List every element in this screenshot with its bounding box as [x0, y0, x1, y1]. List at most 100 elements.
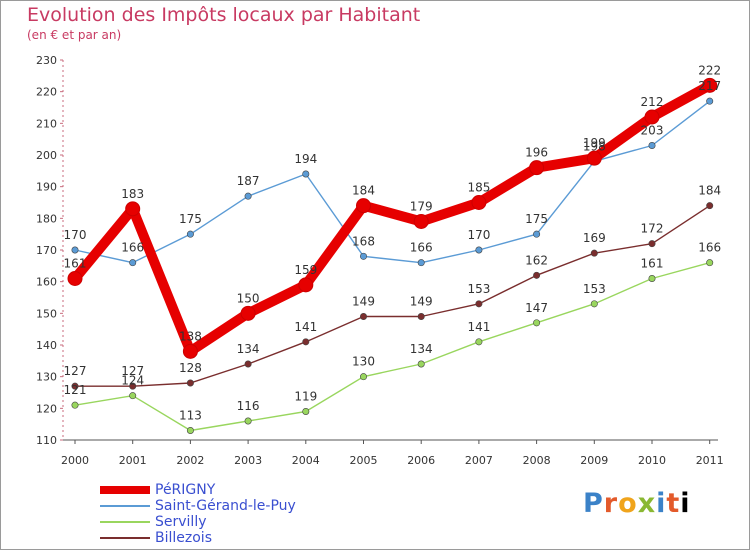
data-point	[302, 170, 310, 178]
data-point	[475, 246, 483, 254]
x-tick-label: 2009	[580, 454, 608, 467]
data-label: 166	[121, 241, 144, 255]
data-label: 170	[467, 228, 490, 242]
data-label: 141	[294, 320, 317, 334]
data-point	[644, 109, 660, 125]
data-label: 124	[121, 374, 144, 388]
legend-item-perigny: PéRIGNY	[100, 482, 296, 498]
data-point	[586, 150, 602, 166]
data-point	[186, 379, 194, 387]
data-point	[706, 259, 714, 267]
series-line-3	[74, 204, 711, 387]
legend-swatch	[100, 486, 150, 494]
data-label: 199	[583, 136, 606, 150]
data-label: 175	[525, 212, 548, 226]
data-label: 184	[698, 184, 721, 198]
legend-item-billezois: Billezois	[100, 530, 296, 546]
data-label: 138	[179, 329, 202, 343]
data-point	[590, 300, 598, 308]
data-label: 175	[179, 212, 202, 226]
data-point	[71, 382, 79, 390]
data-point	[706, 202, 714, 210]
data-point	[356, 198, 371, 214]
y-tick-label: 140	[36, 339, 57, 352]
data-point	[475, 300, 483, 308]
data-label: 185	[467, 181, 490, 195]
x-tick-label: 2005	[350, 454, 378, 467]
data-label: 147	[525, 301, 548, 315]
data-point	[298, 277, 314, 293]
y-tick-label: 150	[36, 307, 57, 320]
data-point	[182, 343, 198, 359]
data-label: 169	[583, 231, 606, 245]
data-point	[67, 271, 83, 286]
legend-swatch	[100, 505, 150, 507]
data-label: 166	[698, 241, 721, 255]
data-label: 194	[294, 152, 317, 166]
y-tick-label: 160	[36, 276, 57, 289]
data-point	[417, 312, 425, 320]
data-label: 168	[352, 234, 375, 248]
data-label: 183	[121, 187, 144, 201]
data-label: 161	[641, 257, 664, 271]
series-line-0	[70, 80, 715, 357]
y-tick-label: 220	[36, 86, 57, 99]
data-label: 170	[64, 228, 87, 242]
data-label: 134	[410, 342, 433, 356]
data-point	[129, 259, 137, 267]
data-point	[129, 382, 137, 390]
data-point	[359, 252, 367, 260]
data-point	[533, 230, 541, 238]
data-point	[529, 160, 545, 176]
y-tick-label: 210	[36, 117, 57, 130]
legend-swatch	[100, 537, 150, 539]
data-label: 127	[64, 364, 87, 378]
data-point	[186, 426, 194, 434]
data-point	[475, 338, 483, 346]
data-point	[413, 214, 429, 229]
data-point	[244, 417, 252, 425]
x-tick-label: 2000	[61, 454, 89, 467]
chart-legend: PéRIGNY Saint-Gérand-le-Puy Servilly Bil…	[100, 482, 296, 546]
data-point	[533, 271, 541, 279]
y-tick-label: 110	[36, 434, 57, 447]
data-label: 119	[294, 390, 317, 404]
data-point	[359, 373, 367, 381]
data-label: 196	[525, 146, 548, 160]
data-label: 184	[352, 184, 375, 198]
data-label: 187	[237, 174, 260, 188]
chart-subtitle: (en € et par an)	[27, 28, 122, 42]
y-tick-label: 200	[36, 149, 57, 162]
data-point	[648, 274, 656, 282]
data-point	[417, 259, 425, 267]
legend-label: PéRIGNY	[155, 482, 216, 498]
x-tick-label: 2001	[119, 454, 147, 467]
data-label: 179	[410, 200, 433, 214]
data-label: 128	[179, 361, 202, 375]
data-point	[706, 97, 714, 105]
data-label: 149	[410, 295, 433, 309]
data-label: 130	[352, 355, 375, 369]
y-tick-label: 120	[36, 402, 57, 415]
chart-title: Evolution des Impôts locaux par Habitant	[27, 4, 421, 26]
data-label: 198	[583, 139, 606, 153]
data-point	[186, 230, 194, 238]
legend-label: Servilly	[155, 514, 207, 530]
data-point	[129, 392, 137, 400]
data-label: 153	[583, 282, 606, 296]
data-point	[417, 360, 425, 368]
x-tick-label: 2011	[696, 454, 724, 467]
x-tick-label: 2003	[234, 454, 262, 467]
data-point	[302, 407, 310, 415]
x-tick-label: 2010	[638, 454, 666, 467]
y-tick-label: 180	[36, 212, 57, 225]
data-point	[590, 249, 598, 257]
data-label: 116	[237, 399, 260, 413]
data-label: 113	[179, 409, 202, 423]
data-point	[125, 201, 141, 217]
legend-swatch	[100, 521, 150, 523]
data-point	[240, 305, 256, 321]
series-line-2	[74, 261, 711, 432]
